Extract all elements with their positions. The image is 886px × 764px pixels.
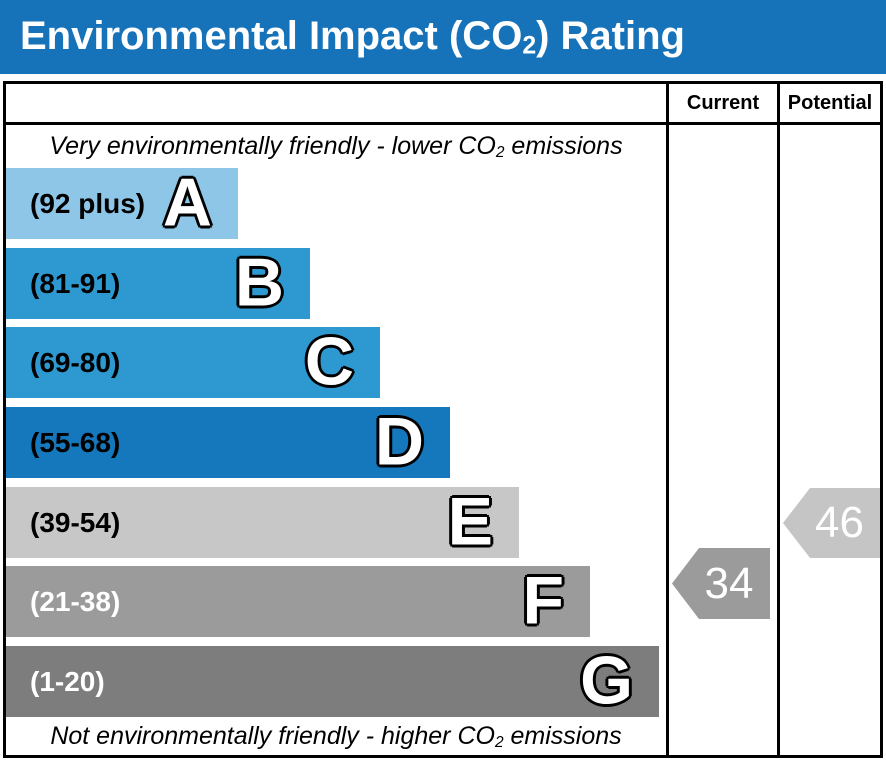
rating-table-frame bbox=[3, 81, 883, 758]
band-letter: D bbox=[374, 403, 424, 480]
column-divider-potential bbox=[777, 84, 780, 755]
band-letter: E bbox=[447, 483, 493, 560]
band-row-e: (39-54) E bbox=[6, 487, 519, 558]
chart-title-subscript: 2 bbox=[522, 32, 537, 60]
bottom-note: Not environmentally friendly - higher CO… bbox=[6, 722, 666, 752]
band-range-label: (81-91) bbox=[30, 267, 121, 299]
band-row-b: (81-91) B bbox=[6, 248, 310, 319]
chart-title-bar: Environmental Impact (CO2) Rating bbox=[0, 0, 886, 74]
chart-title: Environmental Impact (CO2) Rating bbox=[0, 14, 685, 60]
bottom-note-subscript: 2 bbox=[494, 733, 504, 751]
bottom-note-prefix: Not environmentally friendly - higher CO bbox=[50, 722, 495, 750]
band-range-label: (69-80) bbox=[30, 346, 121, 378]
band-range-label: (92 plus) bbox=[30, 187, 146, 219]
top-note: Very environmentally friendly - lower CO… bbox=[6, 132, 666, 162]
band-range-label: (39-54) bbox=[30, 506, 121, 538]
header-divider-line bbox=[6, 122, 880, 125]
top-note-prefix: Very environmentally friendly - lower CO bbox=[49, 132, 496, 160]
band-letter: F bbox=[522, 562, 564, 639]
band-range-label: (1-20) bbox=[30, 665, 105, 697]
band-row-f: (21-38) F bbox=[6, 566, 590, 637]
band-row-a: (92 plus) A bbox=[6, 168, 238, 239]
potential-column-header: Potential bbox=[787, 92, 873, 114]
chart-title-prefix: Environmental Impact (CO bbox=[20, 13, 523, 58]
top-note-subscript: 2 bbox=[495, 143, 505, 161]
column-divider-current bbox=[666, 84, 669, 755]
band-row-c: (69-80) C bbox=[6, 327, 380, 398]
current-column-header: Current bbox=[686, 92, 760, 114]
top-note-suffix: emissions bbox=[504, 132, 623, 160]
bottom-note-suffix: emissions bbox=[503, 722, 622, 750]
band-row-g: (1-20) G bbox=[6, 646, 659, 717]
band-range-label: (21-38) bbox=[30, 585, 121, 617]
band-row-d: (55-68) D bbox=[6, 407, 450, 478]
band-letter: G bbox=[580, 642, 633, 719]
band-range-label: (55-68) bbox=[30, 426, 121, 458]
band-letter: C bbox=[304, 323, 354, 400]
band-letter: B bbox=[234, 244, 284, 321]
band-letter: A bbox=[162, 164, 212, 241]
chart-title-suffix: ) Rating bbox=[536, 13, 685, 58]
